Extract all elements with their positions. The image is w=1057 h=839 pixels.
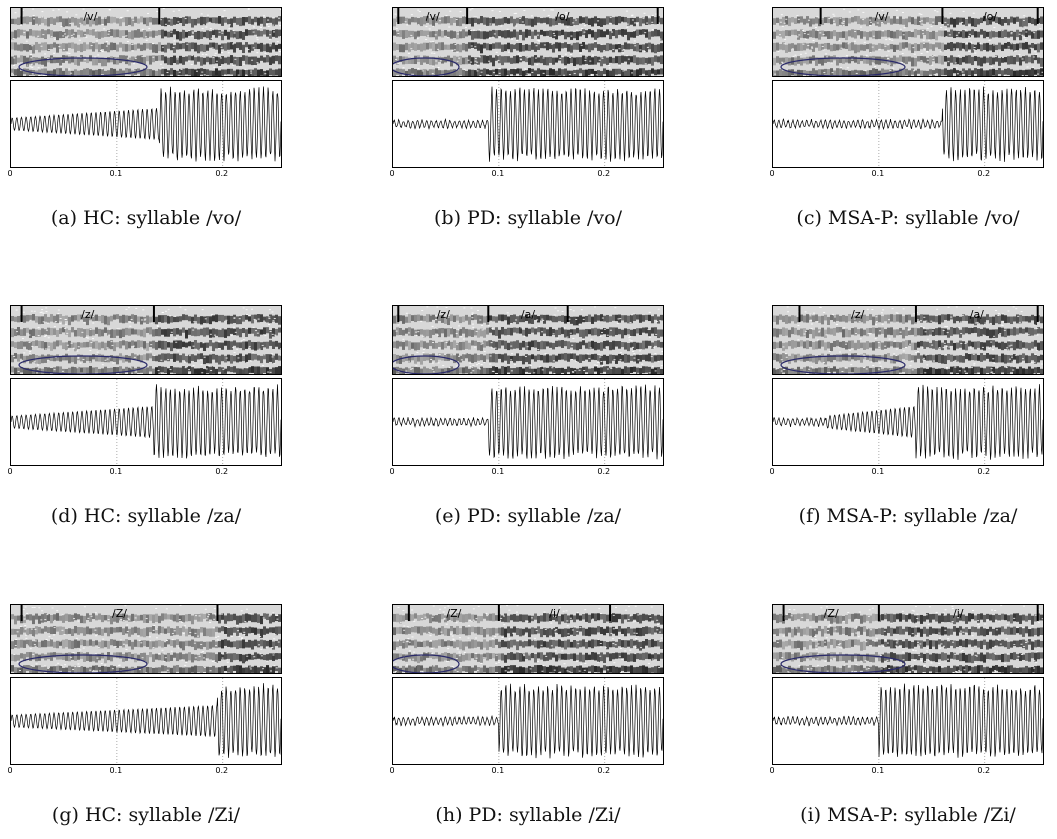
voicing-ellipse (18, 355, 148, 374)
voicing-ellipse (18, 654, 148, 673)
phoneme-label: /o/ (555, 10, 569, 23)
spectrogram: /v/ /o/ (772, 7, 1044, 77)
voicing-ellipse (780, 355, 906, 374)
tick-label: 0 (389, 467, 395, 476)
waveform (10, 80, 282, 168)
time-axis: 0 0.1 0.2 (389, 764, 664, 778)
waveform (772, 677, 1044, 765)
voicing-ellipse (393, 654, 460, 673)
waveform-trace (393, 384, 663, 460)
tick-label: 0 (7, 467, 13, 476)
waveform-trace (11, 384, 281, 459)
panel-caption: (d) HC: syllable /za/ (50, 505, 242, 527)
phoneme-label: /o/ (983, 10, 997, 23)
phoneme-label: /a/ (521, 308, 535, 321)
phoneme-label: /v/ (83, 10, 97, 23)
tick-label: 0 (7, 169, 13, 178)
spectrogram: /Z/ /i/ (772, 604, 1044, 674)
tick-label: 0.1 (491, 467, 505, 476)
panel-caption: (c) MSA-P: syllable /vo/ (796, 207, 1020, 229)
waveform-trace (773, 86, 1043, 162)
waveform-trace (393, 86, 663, 162)
spectrogram: /z/ /a/ (392, 305, 664, 375)
panel-caption: (h) PD: syllable /Zi/ (435, 804, 621, 826)
voicing-ellipse (393, 57, 460, 76)
phoneme-label: /a/ (970, 308, 984, 321)
waveform (392, 80, 664, 168)
spectrogram: /z/ /a/ (772, 305, 1044, 375)
spectrogram: /v/ (10, 7, 282, 77)
phoneme-label: /Z/ (824, 607, 839, 620)
waveform-trace (393, 683, 663, 759)
time-axis: 0 0.1 0.2 (769, 465, 1044, 479)
voicing-ellipse (18, 57, 148, 76)
tick-label: 0.1 (871, 766, 885, 775)
waveform (392, 378, 664, 466)
tick-label: 0.2 (977, 766, 991, 775)
phoneme-label: /Z/ (112, 607, 127, 620)
panel-caption: (i) MSA-P: syllable /Zi/ (800, 804, 1016, 826)
tick-label: 0.1 (871, 169, 885, 178)
tick-label: 0.1 (109, 766, 123, 775)
panel-caption: (f) MSA-P: syllable /za/ (798, 505, 1018, 527)
time-axis: 0 0.1 0.2 (7, 465, 282, 479)
voicing-ellipse (393, 355, 460, 374)
spectrogram: /Z/ /i/ (392, 604, 664, 674)
waveform (772, 378, 1044, 466)
time-axis: 0 0.1 0.2 (769, 167, 1044, 181)
waveform (10, 677, 282, 765)
waveform (392, 677, 664, 765)
waveform-trace (11, 86, 281, 162)
tick-label: 0.1 (491, 169, 505, 178)
phoneme-label: /v/ (875, 10, 889, 23)
phoneme-label: /z/ (851, 308, 864, 321)
tick-label: 0 (769, 766, 775, 775)
panel-caption: (b) PD: syllable /vo/ (434, 207, 622, 229)
tick-label: 0.2 (977, 169, 991, 178)
tick-label: 0.1 (109, 467, 123, 476)
time-axis: 0 0.1 0.2 (7, 764, 282, 778)
phoneme-label: /z/ (437, 308, 450, 321)
tick-label: 0.2 (977, 467, 991, 476)
phoneme-label: /i/ (549, 607, 560, 620)
tick-label: 0 (389, 766, 395, 775)
waveform (10, 378, 282, 466)
panel-caption: (a) HC: syllable /vo/ (50, 207, 242, 229)
tick-label: 0.2 (597, 169, 611, 178)
panel-caption: (e) PD: syllable /za/ (434, 505, 622, 527)
time-axis: 0 0.1 0.2 (389, 167, 664, 181)
waveform-trace (773, 683, 1043, 758)
tick-label: 0.2 (215, 766, 229, 775)
voicing-ellipse (780, 57, 906, 76)
waveform-trace (773, 384, 1043, 460)
phoneme-label: /Z/ (446, 607, 461, 620)
waveform (772, 80, 1044, 168)
spectrogram: /v/ /o/ (392, 7, 664, 77)
phoneme-label: /i/ (953, 607, 964, 620)
time-axis: 0 0.1 0.2 (389, 465, 664, 479)
tick-label: 0 (769, 169, 775, 178)
phoneme-label: /v/ (426, 10, 440, 23)
panel-caption: (g) HC: syllable /Zi/ (51, 804, 241, 826)
spectrogram: /z/ (10, 305, 282, 375)
waveform-trace (11, 683, 281, 758)
tick-label: 0.2 (597, 766, 611, 775)
tick-label: 0 (769, 467, 775, 476)
tick-label: 0.2 (215, 467, 229, 476)
tick-label: 0.1 (491, 766, 505, 775)
tick-label: 0 (389, 169, 395, 178)
time-axis: 0 0.1 0.2 (7, 167, 282, 181)
tick-label: 0 (7, 766, 13, 775)
time-axis: 0 0.1 0.2 (769, 764, 1044, 778)
phoneme-label: /z/ (81, 308, 94, 321)
voicing-ellipse (780, 654, 906, 673)
tick-label: 0.1 (109, 169, 123, 178)
tick-label: 0.1 (871, 467, 885, 476)
tick-label: 0.2 (597, 467, 611, 476)
tick-label: 0.2 (215, 169, 229, 178)
spectrogram: /Z/ (10, 604, 282, 674)
